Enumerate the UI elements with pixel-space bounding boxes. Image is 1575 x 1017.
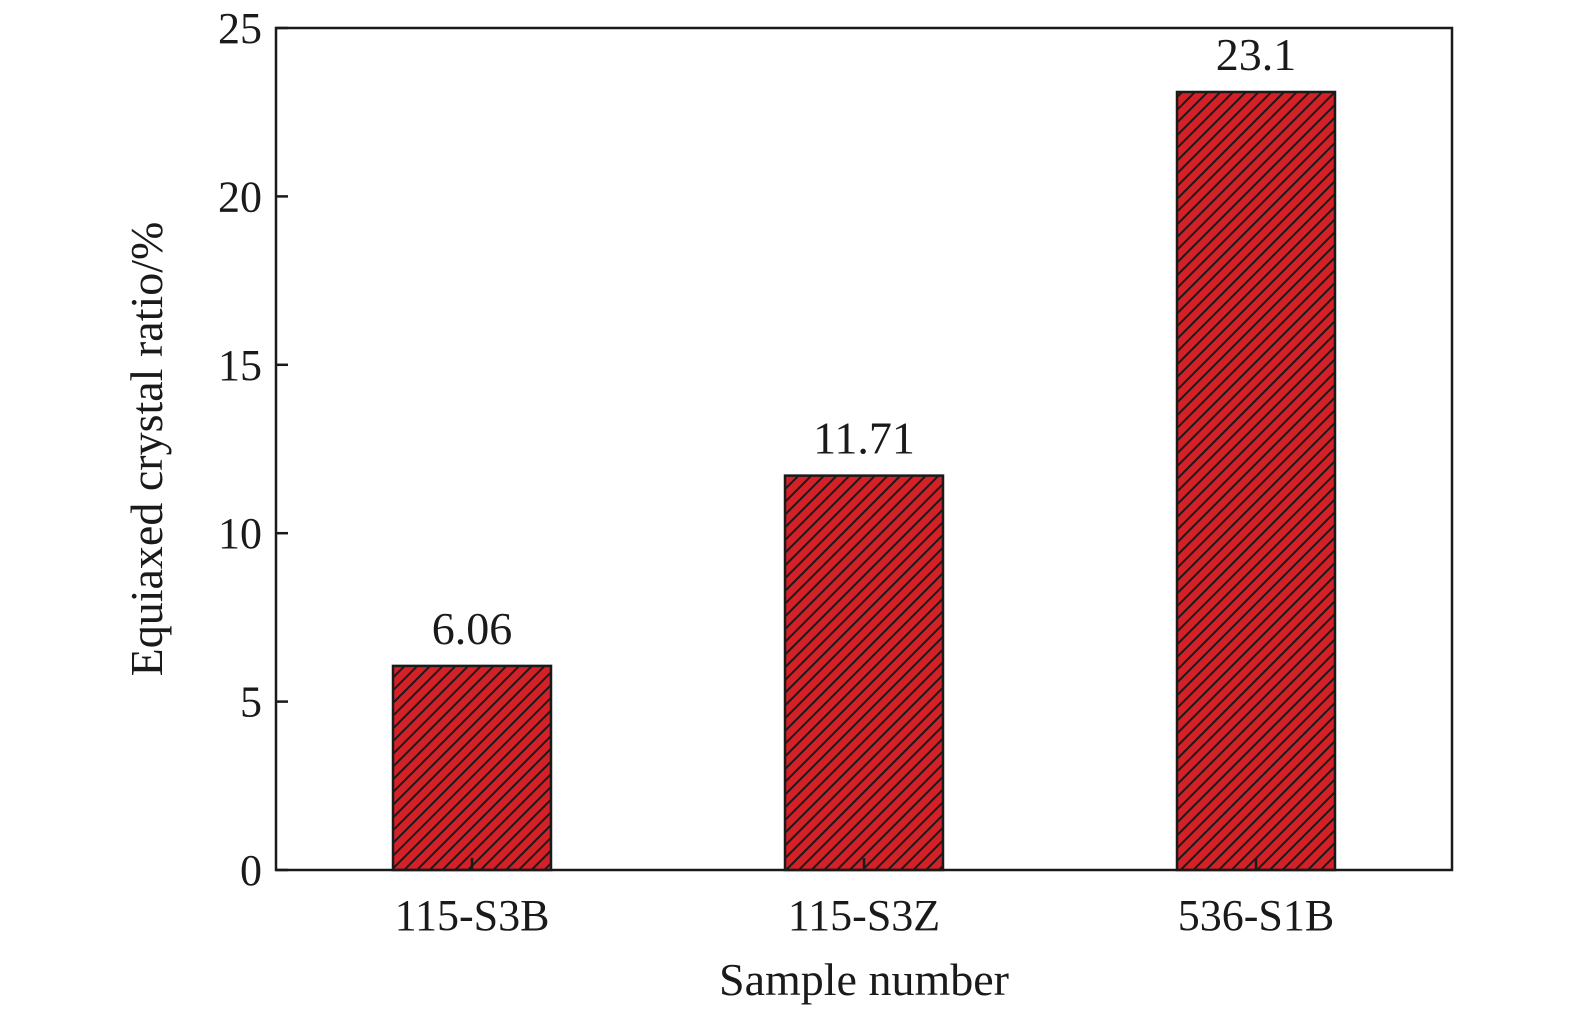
bars-group: 6.06 11.71 23.1	[391, 29, 1337, 872]
x-tick-label-115-S3Z: 115-S3Z	[788, 891, 940, 940]
y-tick-label: 5	[240, 678, 262, 727]
bar-536-S1B	[1175, 90, 1337, 872]
y-tick-label: 0	[240, 846, 262, 895]
x-axis-ticks: 115-S3B 115-S3Z 536-S1B	[395, 858, 1334, 940]
bar-115-S3Z	[783, 474, 945, 872]
x-axis-title: Sample number	[719, 954, 1009, 1005]
y-axis-title: Equiaxed crystal ratio/%	[121, 222, 172, 677]
y-tick-label: 10	[218, 509, 262, 558]
data-label-115-S3Z: 11.71	[813, 413, 915, 464]
y-tick-label: 25	[218, 4, 262, 53]
y-tick-label: 20	[218, 172, 262, 221]
x-tick-label-115-S3B: 115-S3B	[395, 891, 550, 940]
y-tick-label: 15	[218, 341, 262, 390]
data-label-115-S3B: 6.06	[432, 603, 513, 654]
x-tick-label-536-S1B: 536-S1B	[1178, 891, 1334, 940]
bar-115-S3B	[391, 664, 553, 872]
y-axis-ticks: 0 5 10 15 20 25	[218, 4, 288, 895]
data-label-536-S1B: 23.1	[1216, 29, 1297, 80]
